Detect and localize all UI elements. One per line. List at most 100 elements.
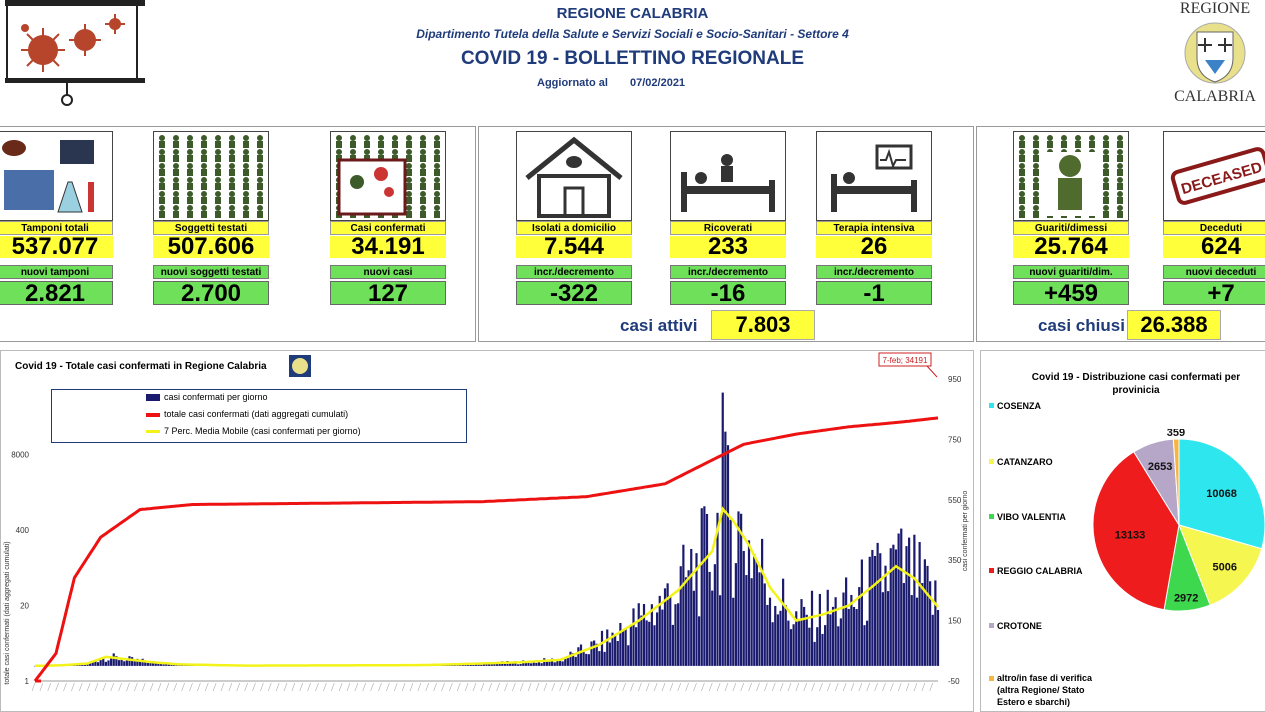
daily-bar — [509, 662, 512, 666]
right-tick-label: -50 — [948, 677, 960, 686]
date-tick — [386, 682, 390, 692]
date-tick — [850, 682, 855, 692]
daily-bar — [884, 565, 887, 666]
date-tick — [102, 682, 107, 692]
daily-bar — [768, 597, 772, 666]
daily-bar — [936, 610, 940, 666]
province-legend-swatch — [989, 403, 994, 408]
pie-value-label: 5006 — [1213, 562, 1237, 574]
daily-bar — [779, 610, 782, 666]
pie-slice — [1172, 438, 1180, 526]
daily-bar — [117, 660, 121, 666]
date-tick — [795, 682, 800, 692]
active-cases-value: 7.803 — [711, 310, 815, 340]
date-tick — [252, 682, 256, 692]
date-tick — [197, 682, 201, 692]
date-tick — [346, 682, 351, 692]
cases-chart: 1 20 400 8000 -50 150 350 550 750 950 totale casi … — [4, 352, 969, 692]
daily-bar — [826, 589, 829, 666]
logo-bottom-text: CALABRIA — [1174, 88, 1256, 105]
region-logo: REGIONE CALABRIA — [1170, 0, 1260, 108]
date-tick — [86, 682, 91, 692]
date-tick — [756, 682, 760, 692]
closed-cases-value: 26.388 — [1127, 310, 1221, 340]
left-tick-label: 20 — [20, 602, 29, 611]
daily-bar — [800, 599, 803, 666]
daily-bar — [91, 660, 94, 666]
daily-bar — [679, 566, 682, 666]
right-tick-label: 550 — [948, 496, 962, 505]
daily-bar — [653, 625, 656, 666]
daily-bar — [666, 583, 669, 666]
daily-bar — [511, 661, 514, 666]
daily-bar — [162, 664, 165, 666]
daily-bar — [530, 663, 533, 666]
daily-bar — [795, 611, 798, 666]
tile-label: Deceduti — [1163, 221, 1265, 235]
daily-bar — [824, 625, 827, 666]
pie-slice — [1178, 524, 1263, 606]
tile-label: Isolati a domicilio — [516, 221, 632, 235]
daily-bar — [690, 548, 693, 666]
province-legend-swatch — [989, 623, 994, 628]
daily-bar — [834, 597, 837, 666]
date-tick — [118, 682, 122, 692]
date-tick — [78, 682, 83, 692]
daily-bar — [737, 511, 740, 666]
daily-bar — [558, 659, 562, 666]
province-legend-swatch — [989, 514, 994, 519]
region-title: REGIONE CALABRIA — [556, 5, 709, 22]
daily-bar — [852, 607, 856, 666]
pie-value-label: 13133 — [1115, 529, 1146, 541]
daily-bar — [677, 603, 680, 666]
date-tick — [693, 682, 697, 692]
recovered-person-icon — [1013, 131, 1129, 221]
daily-bar — [595, 643, 598, 666]
daily-bar — [635, 627, 638, 666]
date-tick — [716, 682, 721, 692]
daily-bar — [902, 583, 905, 666]
daily-bar — [131, 657, 134, 666]
daily-bar — [929, 581, 932, 666]
left-tick-label: 400 — [16, 526, 30, 535]
daily-bar — [787, 620, 790, 666]
daily-bar — [873, 555, 877, 666]
daily-bar — [868, 556, 871, 666]
daily-bar — [776, 614, 779, 666]
tile-label: Ricoverati — [670, 221, 786, 235]
daily-bar — [556, 660, 559, 666]
daily-bar — [102, 657, 105, 666]
date-tick — [204, 682, 209, 692]
daily-bar — [136, 658, 139, 666]
province-pie-chart: 10068 5006 2972 13133 2653 359 — [1092, 429, 1265, 612]
house-icon — [516, 131, 632, 221]
daily-bar — [782, 578, 785, 666]
tile-value: 34.191 — [330, 235, 446, 259]
daily-bar — [650, 604, 653, 666]
date-tick — [149, 682, 154, 692]
date-tick — [126, 682, 130, 692]
right-tick-label: 350 — [948, 556, 962, 565]
province-chart-title: Covid 19 - Distribuzione casi confermati… — [1031, 372, 1241, 396]
daily-bar — [621, 631, 625, 666]
date-tick — [897, 682, 902, 692]
daily-bar — [734, 563, 737, 666]
daily-bar — [590, 641, 593, 666]
cases-chart-legend: casi confermati per giorno totale casi c… — [51, 389, 467, 443]
last-point-callout — [878, 352, 932, 367]
daily-bar — [585, 653, 588, 666]
daily-bar — [115, 656, 118, 666]
closed-cases-label: casi chiusi — [1038, 316, 1125, 335]
date-tick — [220, 682, 225, 692]
daily-bar — [758, 572, 761, 666]
date-tick — [535, 682, 540, 692]
daily-bar — [569, 651, 572, 666]
tile-delta: 2.700 — [153, 281, 269, 306]
daily-bar — [94, 661, 97, 666]
daily-bar — [897, 533, 900, 666]
daily-bar — [648, 621, 651, 666]
date-tick — [519, 682, 524, 692]
daily-bar — [629, 625, 632, 666]
daily-bar — [503, 663, 506, 666]
date-tick — [401, 682, 406, 692]
